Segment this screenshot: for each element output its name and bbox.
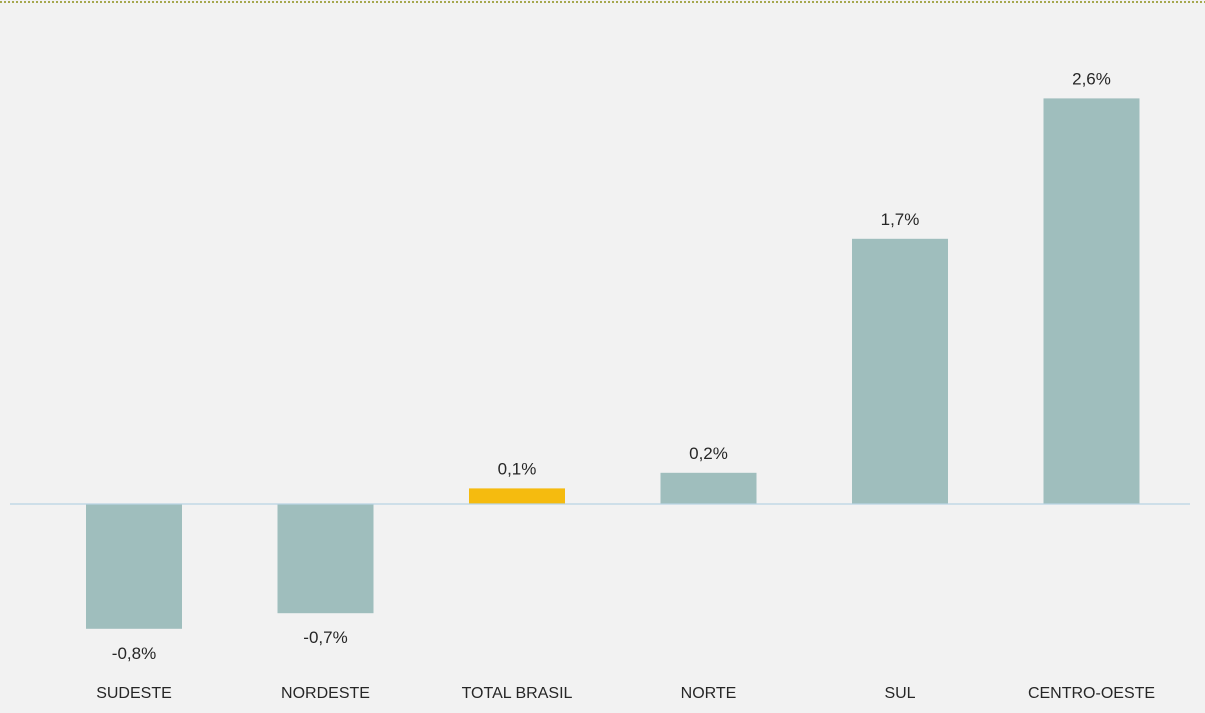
bar-total-brasil bbox=[469, 488, 565, 504]
bar-sul bbox=[852, 238, 948, 505]
bar-sudeste bbox=[86, 504, 182, 629]
bar-nordeste bbox=[277, 504, 374, 614]
bar-centro-oeste bbox=[1043, 98, 1140, 505]
category-label-norte: NORTE bbox=[681, 685, 737, 702]
category-axis-labels: SUDESTE NORDESTE TOTAL BRASIL NORTE SUL CENTR… bbox=[96, 685, 1155, 702]
data-label-sul: 1,7% bbox=[881, 210, 920, 229]
data-label-total-brasil: 0,1% bbox=[498, 459, 537, 478]
data-label-centro-oeste: 2,6% bbox=[1072, 69, 1111, 88]
category-label-sudeste: SUDESTE bbox=[96, 685, 172, 702]
category-label-centro-oeste: CENTRO-OESTE bbox=[1028, 685, 1155, 702]
category-label-sul: SUL bbox=[884, 685, 915, 702]
data-label-norte: 0,2% bbox=[689, 444, 728, 463]
category-label-total-brasil: TOTAL BRASIL bbox=[462, 685, 573, 702]
data-labels: -0,8% -0,7% 0,1% 0,2% 1,7% 2,6% bbox=[112, 69, 1111, 662]
bar-series bbox=[86, 98, 1140, 629]
data-label-nordeste: -0,7% bbox=[303, 628, 347, 647]
data-label-sudeste: -0,8% bbox=[112, 644, 156, 663]
category-label-nordeste: NORDESTE bbox=[281, 685, 370, 702]
bar-norte bbox=[660, 472, 757, 504]
